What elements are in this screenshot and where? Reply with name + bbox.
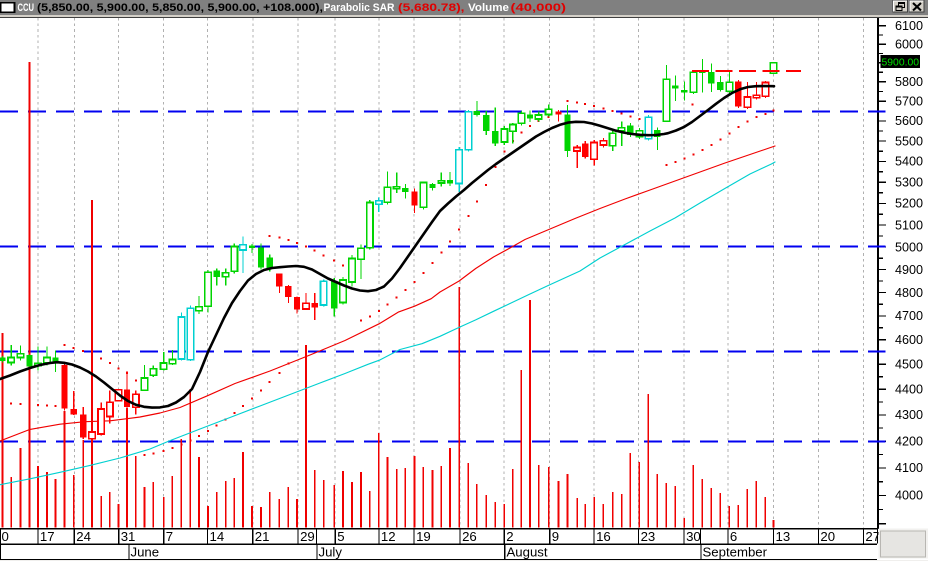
svg-text:5300: 5300 xyxy=(895,176,923,190)
svg-text:June: June xyxy=(131,545,160,560)
svg-text:5900.00: 5900.00 xyxy=(882,57,920,68)
svg-text:5: 5 xyxy=(337,529,344,544)
svg-text:4400: 4400 xyxy=(895,383,923,397)
svg-text:4800: 4800 xyxy=(895,286,923,300)
svg-text:August: August xyxy=(507,545,548,560)
svg-text:4000: 4000 xyxy=(895,489,923,503)
svg-text:September: September xyxy=(703,545,768,560)
svg-text:20: 20 xyxy=(820,529,835,544)
svg-text:6000: 6000 xyxy=(895,37,923,51)
svg-text:5700: 5700 xyxy=(895,95,923,109)
svg-text:5200: 5200 xyxy=(895,197,923,211)
svg-text:4100: 4100 xyxy=(895,461,923,475)
svg-text:(5,680.78),: (5,680.78), xyxy=(398,2,465,14)
svg-text:4700: 4700 xyxy=(895,309,923,323)
svg-text:4600: 4600 xyxy=(895,333,923,347)
svg-text:(5,850.00, 5,900.00, 5,850.00,: (5,850.00, 5,900.00, 5,850.00, 5,900.00,… xyxy=(37,2,323,14)
svg-text:5000: 5000 xyxy=(895,240,923,254)
svg-text:0: 0 xyxy=(2,529,9,544)
svg-text:5500: 5500 xyxy=(895,134,923,148)
svg-text:21: 21 xyxy=(255,529,270,544)
svg-text:17: 17 xyxy=(40,529,55,544)
svg-text:4900: 4900 xyxy=(895,263,923,277)
svg-text:(40,000): (40,000) xyxy=(511,2,567,14)
svg-text:5800: 5800 xyxy=(895,75,923,89)
svg-text:26: 26 xyxy=(462,529,477,544)
svg-text:5100: 5100 xyxy=(895,218,923,232)
svg-text:Parabolic SAR: Parabolic SAR xyxy=(324,2,395,14)
svg-text:CCU: CCU xyxy=(18,2,35,14)
svg-text:4500: 4500 xyxy=(895,358,923,372)
svg-text:7: 7 xyxy=(166,529,173,544)
svg-text:4200: 4200 xyxy=(895,434,923,448)
svg-text:5600: 5600 xyxy=(895,114,923,128)
svg-text:July: July xyxy=(319,545,343,560)
svg-text:2: 2 xyxy=(506,529,513,544)
svg-text:31: 31 xyxy=(121,529,136,544)
svg-text:14: 14 xyxy=(210,529,225,544)
svg-text:12: 12 xyxy=(381,529,396,544)
svg-text:Volume: Volume xyxy=(468,2,509,14)
svg-text:4300: 4300 xyxy=(895,408,923,422)
svg-text:13: 13 xyxy=(776,529,791,544)
svg-text:16: 16 xyxy=(596,529,611,544)
svg-text:5400: 5400 xyxy=(895,155,923,169)
svg-text:19: 19 xyxy=(416,529,431,544)
svg-text:29: 29 xyxy=(300,529,315,544)
svg-text:23: 23 xyxy=(641,529,656,544)
svg-text:6: 6 xyxy=(730,529,737,544)
svg-text:24: 24 xyxy=(76,529,91,544)
svg-text:6100: 6100 xyxy=(895,19,923,33)
svg-text:9: 9 xyxy=(552,529,559,544)
svg-text:30: 30 xyxy=(686,529,701,544)
svg-text:27: 27 xyxy=(865,529,880,544)
